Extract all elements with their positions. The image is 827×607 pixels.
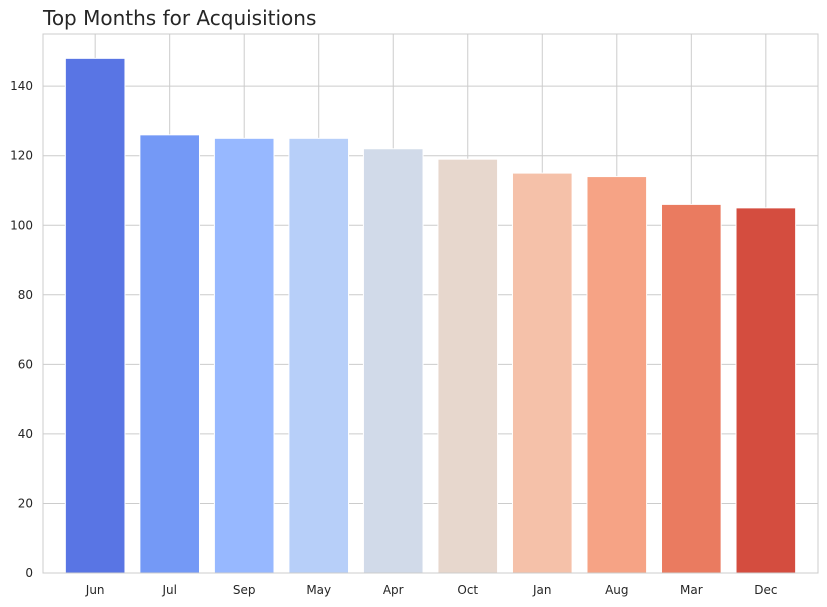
x-axis-tick-labels: Jun Jul Sep May Apr Oct Jan Aug Mar Dec: [85, 583, 778, 597]
bar-mar: [661, 203, 722, 574]
x-tick-label: Jan: [532, 583, 552, 597]
x-tick-label: Dec: [754, 583, 777, 597]
y-tick-label: 140: [10, 79, 33, 93]
bar-aug: [586, 176, 648, 574]
bar-jun: [64, 57, 126, 574]
x-tick-label: May: [306, 583, 331, 597]
y-tick-label: 40: [18, 427, 33, 441]
y-tick-label: 120: [10, 149, 33, 163]
bar-sep: [213, 137, 275, 574]
plot-area-frame: [42, 33, 819, 574]
bar-may: [288, 137, 350, 574]
x-tick-label: Oct: [457, 583, 478, 597]
y-axis-tick-labels: 0 20 40 60 80 100 120 140: [10, 79, 33, 580]
y-tick-label: 0: [25, 566, 33, 580]
bar-dec: [735, 207, 797, 574]
chart-title: Top Months for Acquisitions: [42, 6, 316, 30]
bars: [64, 57, 797, 574]
x-tick-label: Jun: [85, 583, 105, 597]
bar-apr: [362, 148, 424, 574]
bar-jan: [511, 172, 573, 574]
y-tick-label: 100: [10, 218, 33, 232]
bar-jul: [139, 134, 200, 574]
bar-oct: [437, 158, 499, 574]
x-tick-label: Apr: [383, 583, 404, 597]
x-tick-label: Aug: [605, 583, 628, 597]
x-tick-label: Sep: [233, 583, 256, 597]
x-tick-label: Jul: [161, 583, 176, 597]
y-tick-label: 60: [18, 357, 33, 371]
y-tick-label: 80: [18, 288, 33, 302]
x-tick-label: Mar: [680, 583, 703, 597]
y-tick-label: 20: [18, 496, 33, 510]
